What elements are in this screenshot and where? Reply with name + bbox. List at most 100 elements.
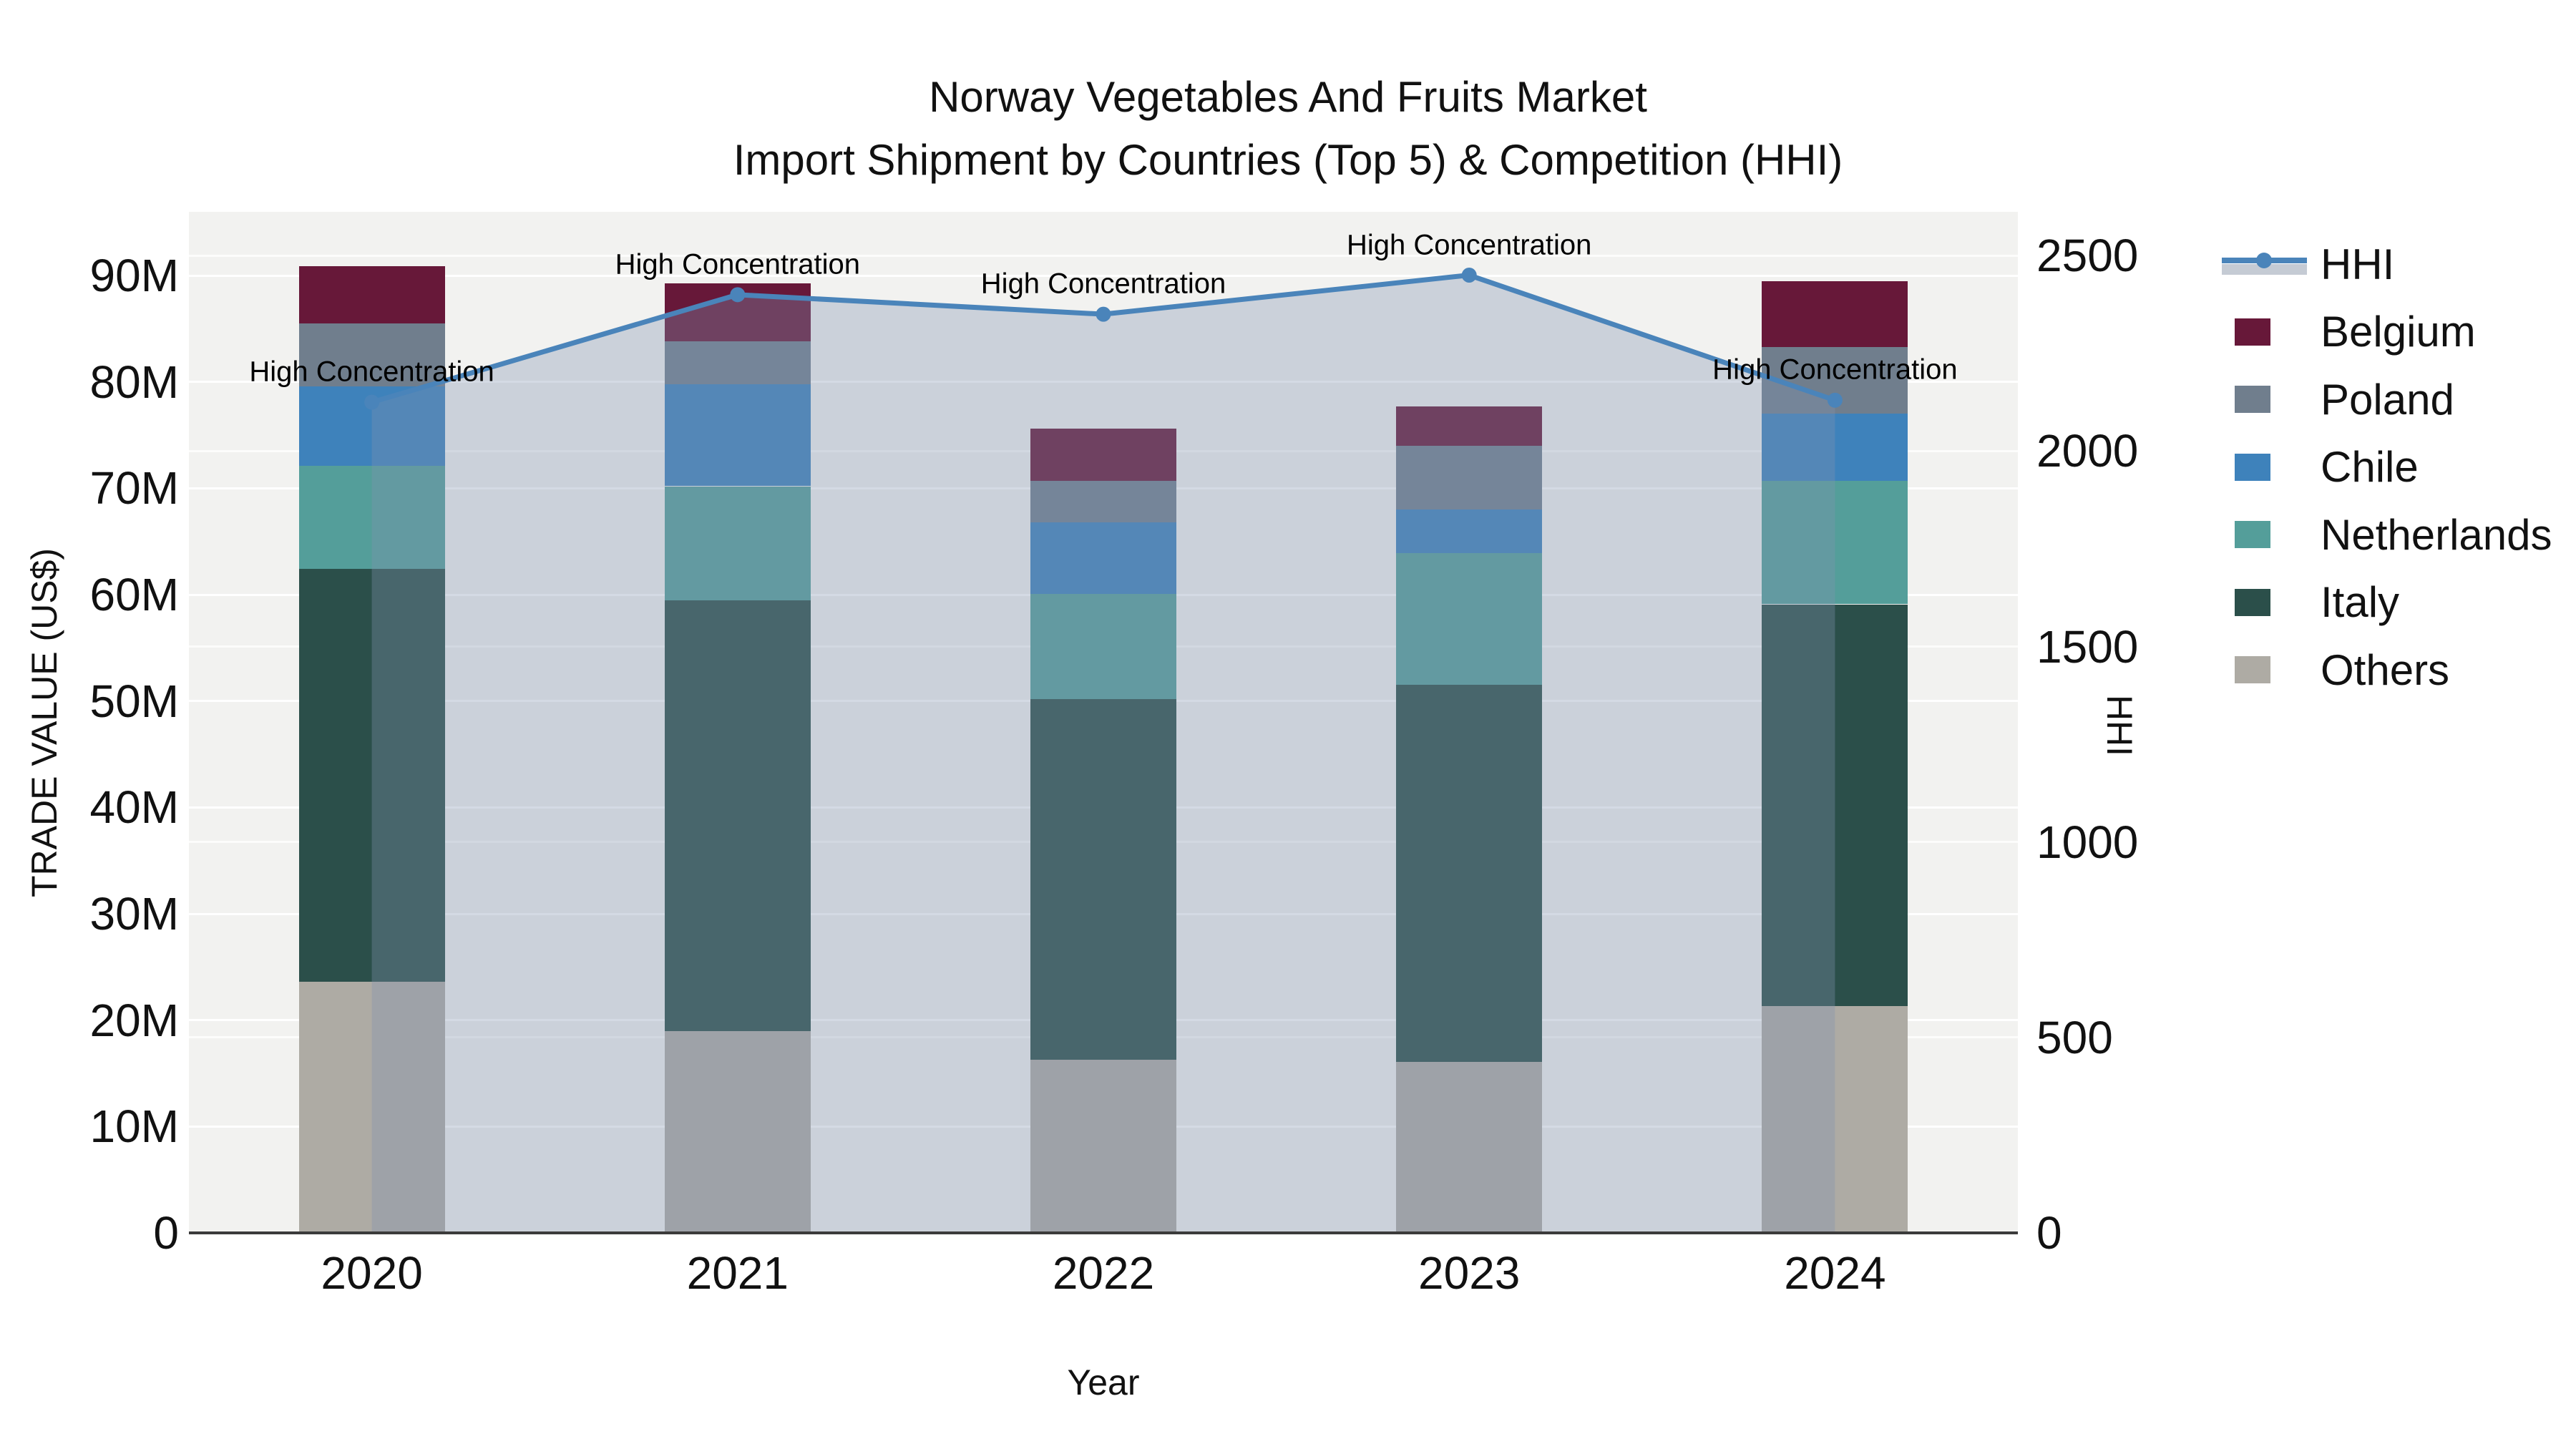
bar-segment-others-2021: [664, 1030, 811, 1233]
bar-segment-others-2023: [1396, 1061, 1543, 1233]
x-axis-line: [189, 1231, 2018, 1234]
bar-segment-italy-2024: [1762, 604, 1908, 1007]
y-left-tick-70M: 70M: [89, 462, 180, 514]
y-left-tick-40M: 40M: [89, 781, 180, 834]
legend-label-poland: Poland: [2321, 375, 2454, 424]
legend-swatch-wrap: [2222, 521, 2308, 549]
y-left-tick-30M: 30M: [89, 888, 180, 940]
x-tick-2022: 2022: [1052, 1247, 1155, 1299]
bar-segment-chile-2024: [1762, 414, 1908, 482]
legend-item-hhi[interactable]: HHI: [2222, 230, 2552, 298]
x-tick-2024: 2024: [1784, 1247, 1886, 1299]
legend: HHI Belgium Poland Chile Netherlands Italy Oth…: [2222, 230, 2552, 704]
legend-label-belgium: Belgium: [2321, 308, 2476, 356]
legend-swatch-wrap: [2222, 656, 2308, 684]
x-tick-2023: 2023: [1418, 1247, 1521, 1299]
hhi-line-legend-marker: [2256, 253, 2272, 269]
legend-label-others: Others: [2321, 645, 2450, 694]
bar-segment-others-2022: [1030, 1059, 1176, 1233]
chart-title-line2: Import Shipment by Countries (Top 5) & C…: [733, 136, 1843, 184]
gridline-left-90M: [189, 274, 2018, 277]
bar-segment-italy-2021: [664, 600, 811, 1031]
legend-label-chile: Chile: [2321, 443, 2419, 492]
legend-item-poland[interactable]: Poland: [2222, 366, 2552, 434]
legend-swatch-wrap: [2222, 588, 2308, 616]
legend-swatch-wrap: [2222, 318, 2308, 346]
bar-segment-chile-2022: [1030, 522, 1176, 594]
hhi-marker-2024: [1827, 392, 1843, 408]
legend-swatch-italy: [2235, 588, 2270, 616]
hhi-marker-2022: [1096, 306, 1111, 322]
hhi-area-fill: [371, 275, 1835, 1233]
legend-swatch-netherlands: [2235, 521, 2270, 549]
hhi-line-legend-icon: [2222, 248, 2307, 280]
chart-title: Norway Vegetables And Fruits Market Impo…: [0, 66, 2576, 192]
y-left-axis-title: TRADE VALUE (US$): [24, 547, 64, 898]
legend-label-hhi: HHI: [2321, 240, 2395, 288]
bar-segment-netherlands-2023: [1396, 553, 1543, 686]
y-right-tick-1500: 1500: [2036, 620, 2139, 673]
bar-segment-poland-2022: [1030, 481, 1176, 523]
legend-swatch-others: [2235, 656, 2270, 684]
legend-label-italy: Italy: [2321, 578, 2400, 627]
gridline-left-80M: [189, 381, 2018, 384]
chart-title-line1: Norway Vegetables And Fruits Market: [929, 73, 1647, 121]
legend-swatch-wrap: [2222, 386, 2308, 414]
legend-swatch-wrap: [2222, 248, 2308, 280]
gridline-right-2500: [189, 254, 2018, 257]
bar-segment-netherlands-2020: [298, 466, 445, 570]
hhi-marker-2020: [364, 394, 380, 410]
bar-segment-poland-2021: [664, 341, 811, 384]
bar-segment-belgium-2020: [298, 265, 445, 324]
bar-segment-italy-2022: [1030, 698, 1176, 1060]
annotation-high-concentration-2024: High Concentration: [1712, 353, 1958, 386]
bar-segment-belgium-2023: [1396, 406, 1543, 446]
bar-segment-others-2020: [298, 982, 445, 1233]
y-left-tick-20M: 20M: [89, 994, 180, 1046]
annotation-high-concentration-2020: High Concentration: [249, 356, 494, 388]
bar-segment-poland-2023: [1396, 446, 1543, 510]
legend-item-belgium[interactable]: Belgium: [2222, 298, 2552, 366]
bar-segment-chile-2021: [664, 384, 811, 487]
x-tick-2021: 2021: [686, 1247, 789, 1299]
hhi-area-legend-band: [2222, 264, 2307, 275]
annotation-high-concentration-2022: High Concentration: [980, 268, 1226, 300]
legend-item-chile[interactable]: Chile: [2222, 434, 2552, 502]
y-left-tick-10M: 10M: [89, 1101, 180, 1153]
bar-segment-belgium-2022: [1030, 429, 1176, 482]
y-right-tick-500: 500: [2036, 1011, 2113, 1063]
annotation-high-concentration-2023: High Concentration: [1346, 229, 1592, 260]
hhi-line-layer: [364, 268, 1843, 1233]
y-right-tick-0: 0: [2036, 1207, 2062, 1259]
y-left-tick-50M: 50M: [89, 675, 180, 727]
x-tick-2020: 2020: [321, 1247, 423, 1299]
legend-swatch-wrap: [2222, 453, 2308, 481]
bar-segment-poland-2020: [298, 323, 445, 386]
y-right-tick-2500: 2500: [2036, 230, 2139, 282]
legend-swatch-poland: [2235, 386, 2270, 414]
legend-item-others[interactable]: Others: [2222, 636, 2552, 704]
bar-segment-others-2024: [1762, 1006, 1908, 1233]
y-right-axis-title: HHI: [2099, 694, 2140, 757]
legend-swatch-belgium: [2235, 318, 2270, 346]
y-right-tick-1000: 1000: [2036, 816, 2139, 868]
legend-item-italy[interactable]: Italy: [2222, 569, 2552, 637]
annotation-high-concentration-2021: High Concentration: [615, 248, 861, 280]
plot-area: High Concentration High Concentration High…: [189, 212, 2018, 1234]
bar-segment-italy-2023: [1396, 685, 1543, 1062]
hhi-marker-2023: [1461, 268, 1477, 283]
y-left-tick-0: 0: [153, 1207, 179, 1259]
legend-swatch-chile: [2235, 453, 2270, 481]
y-left-tick-90M: 90M: [89, 250, 180, 302]
y-right-tick-2000: 2000: [2036, 425, 2139, 477]
x-axis-title: Year: [1067, 1362, 1140, 1402]
legend-item-netherlands[interactable]: Netherlands: [2222, 501, 2552, 569]
hhi-marker-2021: [730, 287, 746, 303]
y-left-tick-60M: 60M: [89, 569, 180, 621]
legend-label-netherlands: Netherlands: [2321, 510, 2552, 559]
bar-segment-italy-2020: [298, 569, 445, 982]
bar-segment-chile-2023: [1396, 509, 1543, 554]
bar-segment-netherlands-2024: [1762, 481, 1908, 605]
y-left-tick-80M: 80M: [89, 356, 180, 408]
bar-segment-belgium-2024: [1762, 280, 1908, 347]
